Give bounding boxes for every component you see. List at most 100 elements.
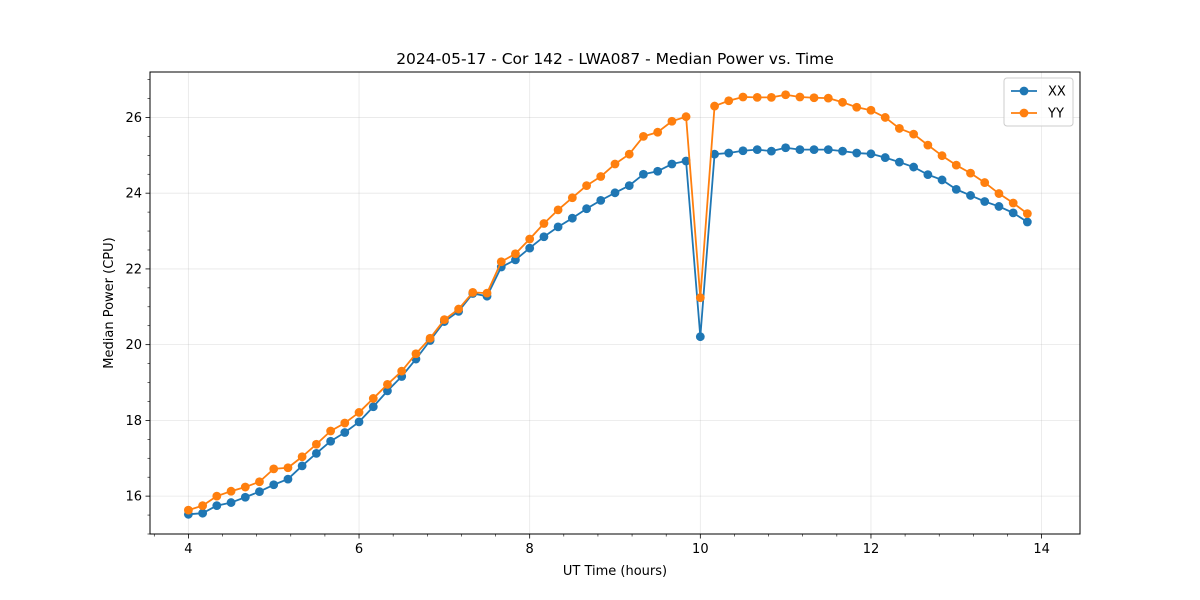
data-point-xx	[525, 243, 535, 253]
legend-swatch-marker	[1019, 86, 1029, 96]
data-point-xx	[781, 143, 791, 153]
data-point-xx	[667, 159, 677, 169]
data-point-xx	[766, 146, 776, 156]
data-point-yy	[866, 105, 876, 115]
data-point-yy	[383, 380, 392, 389]
data-point-yy	[425, 333, 435, 343]
data-point-xx	[909, 162, 919, 172]
data-point-xx	[311, 448, 321, 458]
data-point-xx	[838, 146, 847, 156]
data-point-xx	[582, 204, 591, 214]
data-point-yy	[823, 93, 833, 103]
data-point-yy	[923, 140, 933, 150]
data-point-yy	[525, 234, 535, 244]
data-point-xx	[923, 170, 933, 180]
data-point-yy	[255, 477, 264, 487]
x-tick-label: 14	[1033, 542, 1050, 557]
data-point-yy	[283, 463, 293, 473]
data-point-yy	[766, 92, 776, 102]
data-point-yy	[240, 482, 250, 492]
data-point-yy	[681, 112, 691, 122]
data-point-xx	[639, 169, 648, 179]
data-point-yy	[496, 257, 506, 267]
data-point-xx	[1022, 217, 1032, 227]
data-point-yy	[752, 92, 762, 102]
data-point-yy	[639, 131, 648, 141]
x-tick-label: 6	[355, 542, 363, 557]
data-point-xx	[297, 461, 307, 471]
legend-item-xx: XX	[1011, 85, 1066, 100]
data-point-yy	[326, 426, 336, 436]
y-tick-label: 24	[125, 187, 142, 202]
data-point-yy	[937, 151, 947, 161]
x-tick-label: 12	[863, 542, 880, 557]
data-point-xx	[724, 148, 734, 158]
data-point-xx	[980, 197, 990, 206]
data-point-xx	[795, 145, 805, 155]
data-point-xx	[1008, 208, 1018, 218]
data-point-xx	[255, 487, 264, 496]
x-tick-label: 4	[184, 542, 192, 557]
axis-ticks: 4 6 8 10 12 14 16 18 20 22 24 26	[125, 79, 1050, 557]
data-point-yy	[880, 113, 890, 122]
data-point-yy	[809, 93, 819, 103]
data-point-xx	[596, 195, 606, 205]
data-point-xx	[823, 145, 833, 155]
data-point-yy	[567, 193, 577, 203]
data-point-xx	[226, 498, 236, 507]
data-point-yy	[710, 101, 719, 111]
data-point-yy	[582, 181, 591, 191]
data-point-xx	[198, 508, 208, 518]
data-point-xx	[383, 386, 392, 396]
data-point-yy	[368, 394, 378, 403]
data-point-yy	[269, 464, 279, 474]
plot-frame	[149, 71, 1081, 535]
y-tick-label: 22	[125, 262, 142, 277]
data-point-yy	[226, 486, 236, 496]
data-point-yy	[183, 505, 193, 515]
data-point-yy	[212, 491, 222, 501]
data-point-xx	[880, 153, 890, 162]
y-tick-label: 26	[125, 111, 142, 126]
legend-item-yy: YY	[1011, 107, 1064, 122]
data-point-xx	[553, 222, 563, 232]
data-point-xx	[567, 213, 577, 223]
data-point-yy	[511, 249, 520, 259]
data-point-yy	[198, 501, 208, 510]
data-point-yy	[909, 129, 919, 139]
data-point-xx	[269, 480, 279, 490]
data-point-xx	[354, 417, 364, 427]
data-point-yy	[340, 418, 350, 428]
data-point-yy	[354, 408, 364, 417]
y-axis-label: Median Power (CPU)	[102, 237, 117, 368]
data-point-xx	[738, 146, 748, 156]
data-point-yy	[980, 178, 990, 187]
data-point-yy	[1008, 198, 1018, 208]
data-point-xx	[653, 166, 663, 176]
data-point-yy	[951, 160, 961, 170]
data-point-yy	[724, 96, 734, 106]
legend-swatch-marker	[1019, 108, 1029, 118]
data-point-yy	[311, 439, 321, 449]
data-point-yy	[454, 304, 464, 314]
data-point-xx	[283, 474, 293, 484]
data-point-yy	[539, 219, 549, 228]
legend: XX YY	[1003, 77, 1074, 127]
y-tick-label: 20	[125, 338, 142, 353]
data-point-xx	[539, 232, 549, 242]
data-point-yy	[397, 366, 407, 376]
data-point-yy	[838, 97, 847, 107]
data-point-yy	[852, 102, 862, 112]
data-point-xx	[752, 145, 762, 155]
data-point-yy	[297, 452, 307, 462]
data-point-xx	[966, 191, 975, 200]
data-point-yy	[653, 127, 663, 137]
series-layer	[183, 90, 1032, 519]
data-point-xx	[710, 149, 719, 159]
chart-title: 2024-05-17 - Cor 142 - LWA087 - Median P…	[396, 50, 834, 68]
data-point-xx	[240, 492, 250, 502]
series-xx	[183, 143, 1032, 519]
data-point-yy	[667, 116, 677, 126]
data-point-xx	[326, 436, 336, 446]
